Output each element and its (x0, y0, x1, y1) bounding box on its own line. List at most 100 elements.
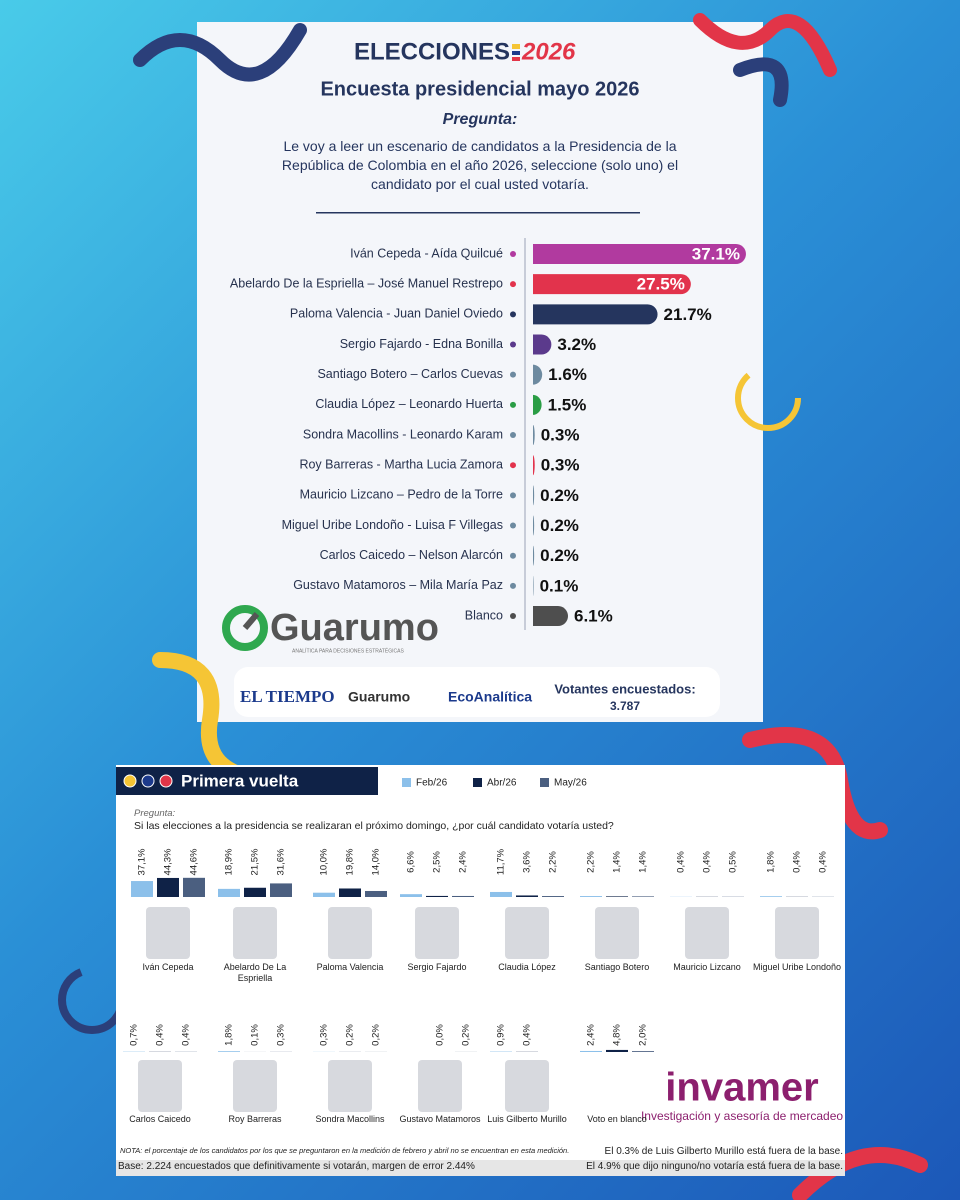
photo (505, 1060, 549, 1112)
category-dot (510, 492, 516, 499)
note: Base: 2.224 encuestados que definitivame… (118, 1161, 475, 1172)
photo (233, 1060, 277, 1112)
legend-label: May/26 (554, 778, 587, 789)
value-label: 0,4% (155, 1024, 166, 1046)
bar (218, 888, 240, 897)
value-label: 1.6% (548, 365, 587, 384)
value-label: 1,4% (612, 851, 623, 873)
header: ELECCIONES (354, 38, 510, 65)
flag-dot (159, 774, 173, 788)
value-label: 4,8% (612, 1024, 623, 1046)
value-label: 11,7% (496, 848, 507, 875)
flag (512, 57, 520, 61)
category-dot (510, 522, 516, 529)
source-logo: Guarumo (348, 689, 410, 705)
value-label: 6.1% (574, 607, 613, 626)
bar (760, 896, 782, 897)
value-label: 2,2% (586, 851, 597, 873)
header-year: 2026 (521, 38, 576, 65)
category-label: Mauricio Lizcano (673, 962, 741, 972)
bar (157, 877, 179, 897)
bar (632, 896, 654, 897)
category-dot (510, 401, 516, 408)
bar (533, 515, 535, 536)
brand: invamer (665, 1066, 818, 1110)
value-label: 0,9% (496, 1024, 507, 1046)
value-label: 2,2% (548, 851, 559, 873)
value-label: 21.7% (664, 305, 712, 324)
value-label: 0,1% (250, 1024, 261, 1046)
category-label: Iván Cepeda - Aída Quilcué (350, 246, 503, 260)
bar (490, 891, 512, 897)
flag (512, 51, 520, 55)
value-label: 1,8% (766, 851, 777, 873)
value-label: 44,6% (189, 848, 200, 875)
legend-swatch (540, 778, 549, 787)
squiggle (792, 1147, 928, 1200)
flag-dot (141, 774, 155, 788)
category-label: Iván Cepeda (142, 962, 194, 972)
value-label: 0.1% (540, 576, 579, 595)
bar (533, 304, 658, 325)
bar (533, 425, 535, 446)
value-label: 0,4% (792, 851, 803, 873)
value-label: 0.3% (541, 426, 580, 445)
bar (542, 896, 564, 897)
category-label: Abelardo De la Espriella – José Manuel R… (230, 276, 503, 290)
bar (365, 890, 387, 897)
value-label: 0.2% (540, 516, 579, 535)
value-label: 3,6% (522, 851, 533, 873)
bar (183, 877, 205, 897)
value-label: 3.2% (557, 335, 596, 354)
logo-icon (222, 605, 268, 651)
footer-band (234, 667, 720, 717)
value-label: 2,4% (586, 1024, 597, 1046)
bar (131, 881, 153, 897)
category-dot (510, 462, 516, 469)
photo (328, 1060, 372, 1112)
swirl (735, 365, 801, 431)
value-label: 27.5% (637, 275, 685, 294)
category-label: Sergio Fajardo - Edna Bonilla (340, 337, 503, 351)
question: Le voy a leer un escenario de candidatos… (281, 138, 679, 192)
bar (533, 485, 535, 506)
logo-tagline: ANALÍTICA PARA DECISIONES ESTRATÉGICAS (292, 647, 404, 654)
category-label: Roy Barreras (228, 1114, 282, 1124)
sample: 3.787 (610, 699, 640, 713)
photo (146, 907, 190, 959)
value-label: 0,0% (435, 1024, 446, 1046)
bar (533, 606, 569, 627)
flag (512, 44, 520, 49)
bar (533, 575, 534, 596)
bar (533, 244, 746, 264)
category-label: Carlos Caicedo – Nelson Alarcón (320, 548, 503, 562)
bar (244, 887, 266, 897)
bar (606, 896, 628, 897)
photo (505, 907, 549, 959)
squiggle (693, 13, 837, 77)
logo-icon (242, 612, 260, 630)
question-label: Pregunta: (443, 111, 518, 128)
bar (533, 545, 535, 566)
bar (218, 1051, 240, 1052)
category-label: Gustavo Matamoros – Mila María Paz (293, 578, 503, 592)
value-label: 0,4% (676, 851, 687, 873)
category-label: Sergio Fajardo (407, 962, 467, 972)
value-label: 0,4% (181, 1024, 192, 1046)
photo (775, 907, 819, 959)
category-label: Sondra Macollins (315, 1114, 385, 1124)
photo (418, 1060, 462, 1112)
bar (452, 895, 474, 897)
legend-swatch (402, 778, 411, 787)
category-dot (510, 251, 516, 257)
flag-dot (123, 774, 137, 788)
value-label: 0,2% (345, 1024, 356, 1046)
photo (415, 907, 459, 959)
value-label: 18,9% (224, 848, 235, 875)
bar (516, 895, 538, 897)
category-label: Blanco (465, 608, 503, 622)
value-label: 31,6% (276, 848, 287, 875)
category-label: Claudia López (498, 962, 556, 972)
squiggle (733, 57, 789, 107)
